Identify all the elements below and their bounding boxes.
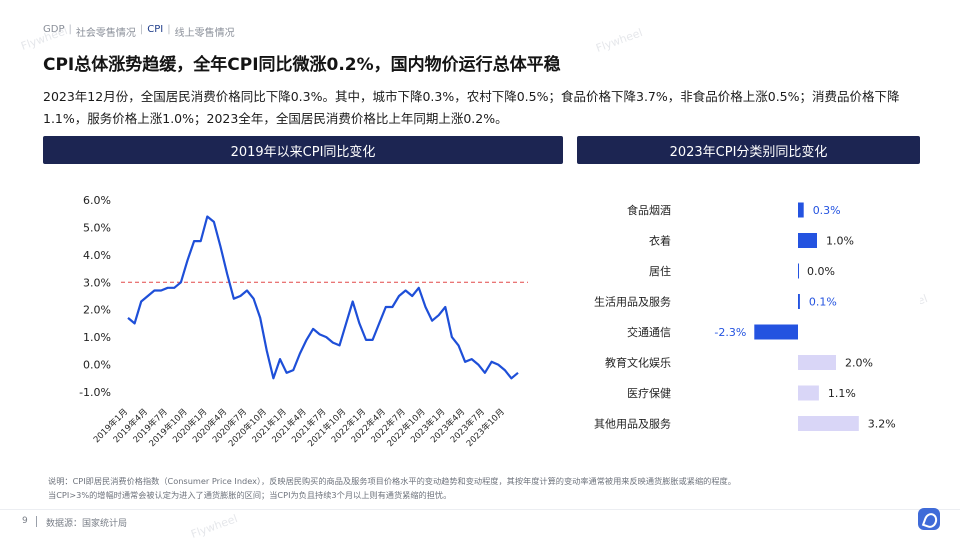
bar-chart-title: 2023年CPI分类别同比变化: [669, 144, 828, 160]
value-label: 0.3%: [813, 204, 841, 217]
data-source: 数据源：国家统计局: [46, 519, 128, 529]
value-label: 1.0%: [826, 235, 854, 248]
nav-divider: |: [167, 24, 171, 35]
footer-separator: [36, 516, 37, 527]
value-label: -2.3%: [714, 326, 746, 339]
category-label: 交通通信: [627, 325, 671, 339]
category-bar: [798, 294, 800, 309]
watermark: Flywheel: [189, 512, 240, 540]
footer-divider: [0, 509, 960, 510]
nav-item-gdp[interactable]: GDP: [43, 24, 65, 35]
y-tick-label: 4.0%: [83, 249, 111, 262]
value-label: 0.1%: [809, 296, 837, 309]
page-title: CPI总体涨势趋缓，全年CPI同比微涨0.2%，国内物价运行总体平稳: [43, 55, 561, 75]
category-bar: [798, 416, 859, 431]
cpi-series-line: [127, 215, 519, 380]
y-tick-label: 3.0%: [83, 276, 111, 289]
category-bar: [798, 233, 817, 248]
cpi-category-bar-chart: 食品烟酒 0.3% 衣着 1.0% 居住 0.0% 生活用品及服务 0.1% 交通通信 -2.3%…: [594, 202, 896, 431]
bar-chart-panel: 食品烟酒 0.3% 衣着 1.0% 居住 0.0% 生活用品及服务 0.1% 交通通信 -2.3%…: [577, 164, 920, 464]
category-label: 其他用品及服务: [594, 418, 671, 431]
category-bar: [798, 355, 836, 370]
nav-divider: |: [139, 24, 144, 35]
y-tick-label: 1.0%: [83, 331, 111, 344]
footnote: 说明：CPI即居民消费价格指数（Consumer Price Index），反映…: [48, 474, 928, 502]
line-chart-panel: 6.0% 5.0% 4.0% 3.0% 2.0% 1.0% 0.0% -1.0% 2019年1月…: [43, 164, 563, 464]
value-label: 3.2%: [868, 418, 896, 431]
nav-item-online-retail[interactable]: 线上零售情况: [174, 28, 235, 39]
category-label: 居住: [649, 264, 671, 278]
category-label: 食品烟酒: [627, 203, 671, 217]
y-tick-label: 2.0%: [83, 304, 111, 317]
flywheel-logo-icon: [918, 508, 940, 530]
section-nav: GDP | 社会零售情况 | CPI | 线上零售情况: [43, 24, 235, 39]
cpi-line-chart: 6.0%5.0%4.0%3.0%2.0%1.0%0.0%-1.0%2019年1月…: [79, 194, 528, 449]
page-number: 9: [22, 516, 28, 526]
watermark: Flywheel: [594, 26, 645, 55]
y-tick-label: 6.0%: [83, 194, 111, 207]
nav-item-retail[interactable]: 社会零售情况: [75, 28, 136, 39]
y-tick-label: -1.0%: [79, 386, 111, 399]
category-bar: [798, 263, 799, 279]
y-tick-label: 0.0%: [83, 359, 111, 372]
bar-chart-header: 2023年CPI分类别同比变化: [577, 136, 920, 164]
value-label: 1.1%: [828, 387, 856, 400]
footnote-line: 说明：CPI即居民消费价格指数（Consumer Price Index），反映…: [48, 476, 736, 486]
line-chart-title: 2019年以来CPI同比变化: [230, 144, 376, 160]
category-bar: [798, 202, 804, 218]
y-tick-label: 5.0%: [83, 221, 111, 234]
value-label: 0.0%: [807, 265, 835, 278]
category-bar: [798, 385, 819, 401]
category-label: 教育文化娱乐: [605, 356, 671, 370]
category-bar: [754, 324, 798, 340]
category-label: 生活用品及服务: [594, 295, 671, 309]
nav-divider: |: [68, 24, 72, 35]
category-label: 医疗保健: [627, 386, 671, 400]
value-label: 2.0%: [845, 357, 873, 370]
category-label: 衣着: [649, 234, 671, 248]
line-chart-header: 2019年以来CPI同比变化: [43, 136, 563, 164]
footnote-line: 当CPI>3%的增幅时通常会被认定为进入了通货膨胀的区间；当CPI为负且持续3个…: [48, 490, 452, 500]
page-description: 2023年12月份，全国居民消费价格同比下降0.3%。其中，城市下降0.3%，农…: [43, 89, 900, 126]
nav-item-cpi[interactable]: CPI: [147, 24, 164, 35]
